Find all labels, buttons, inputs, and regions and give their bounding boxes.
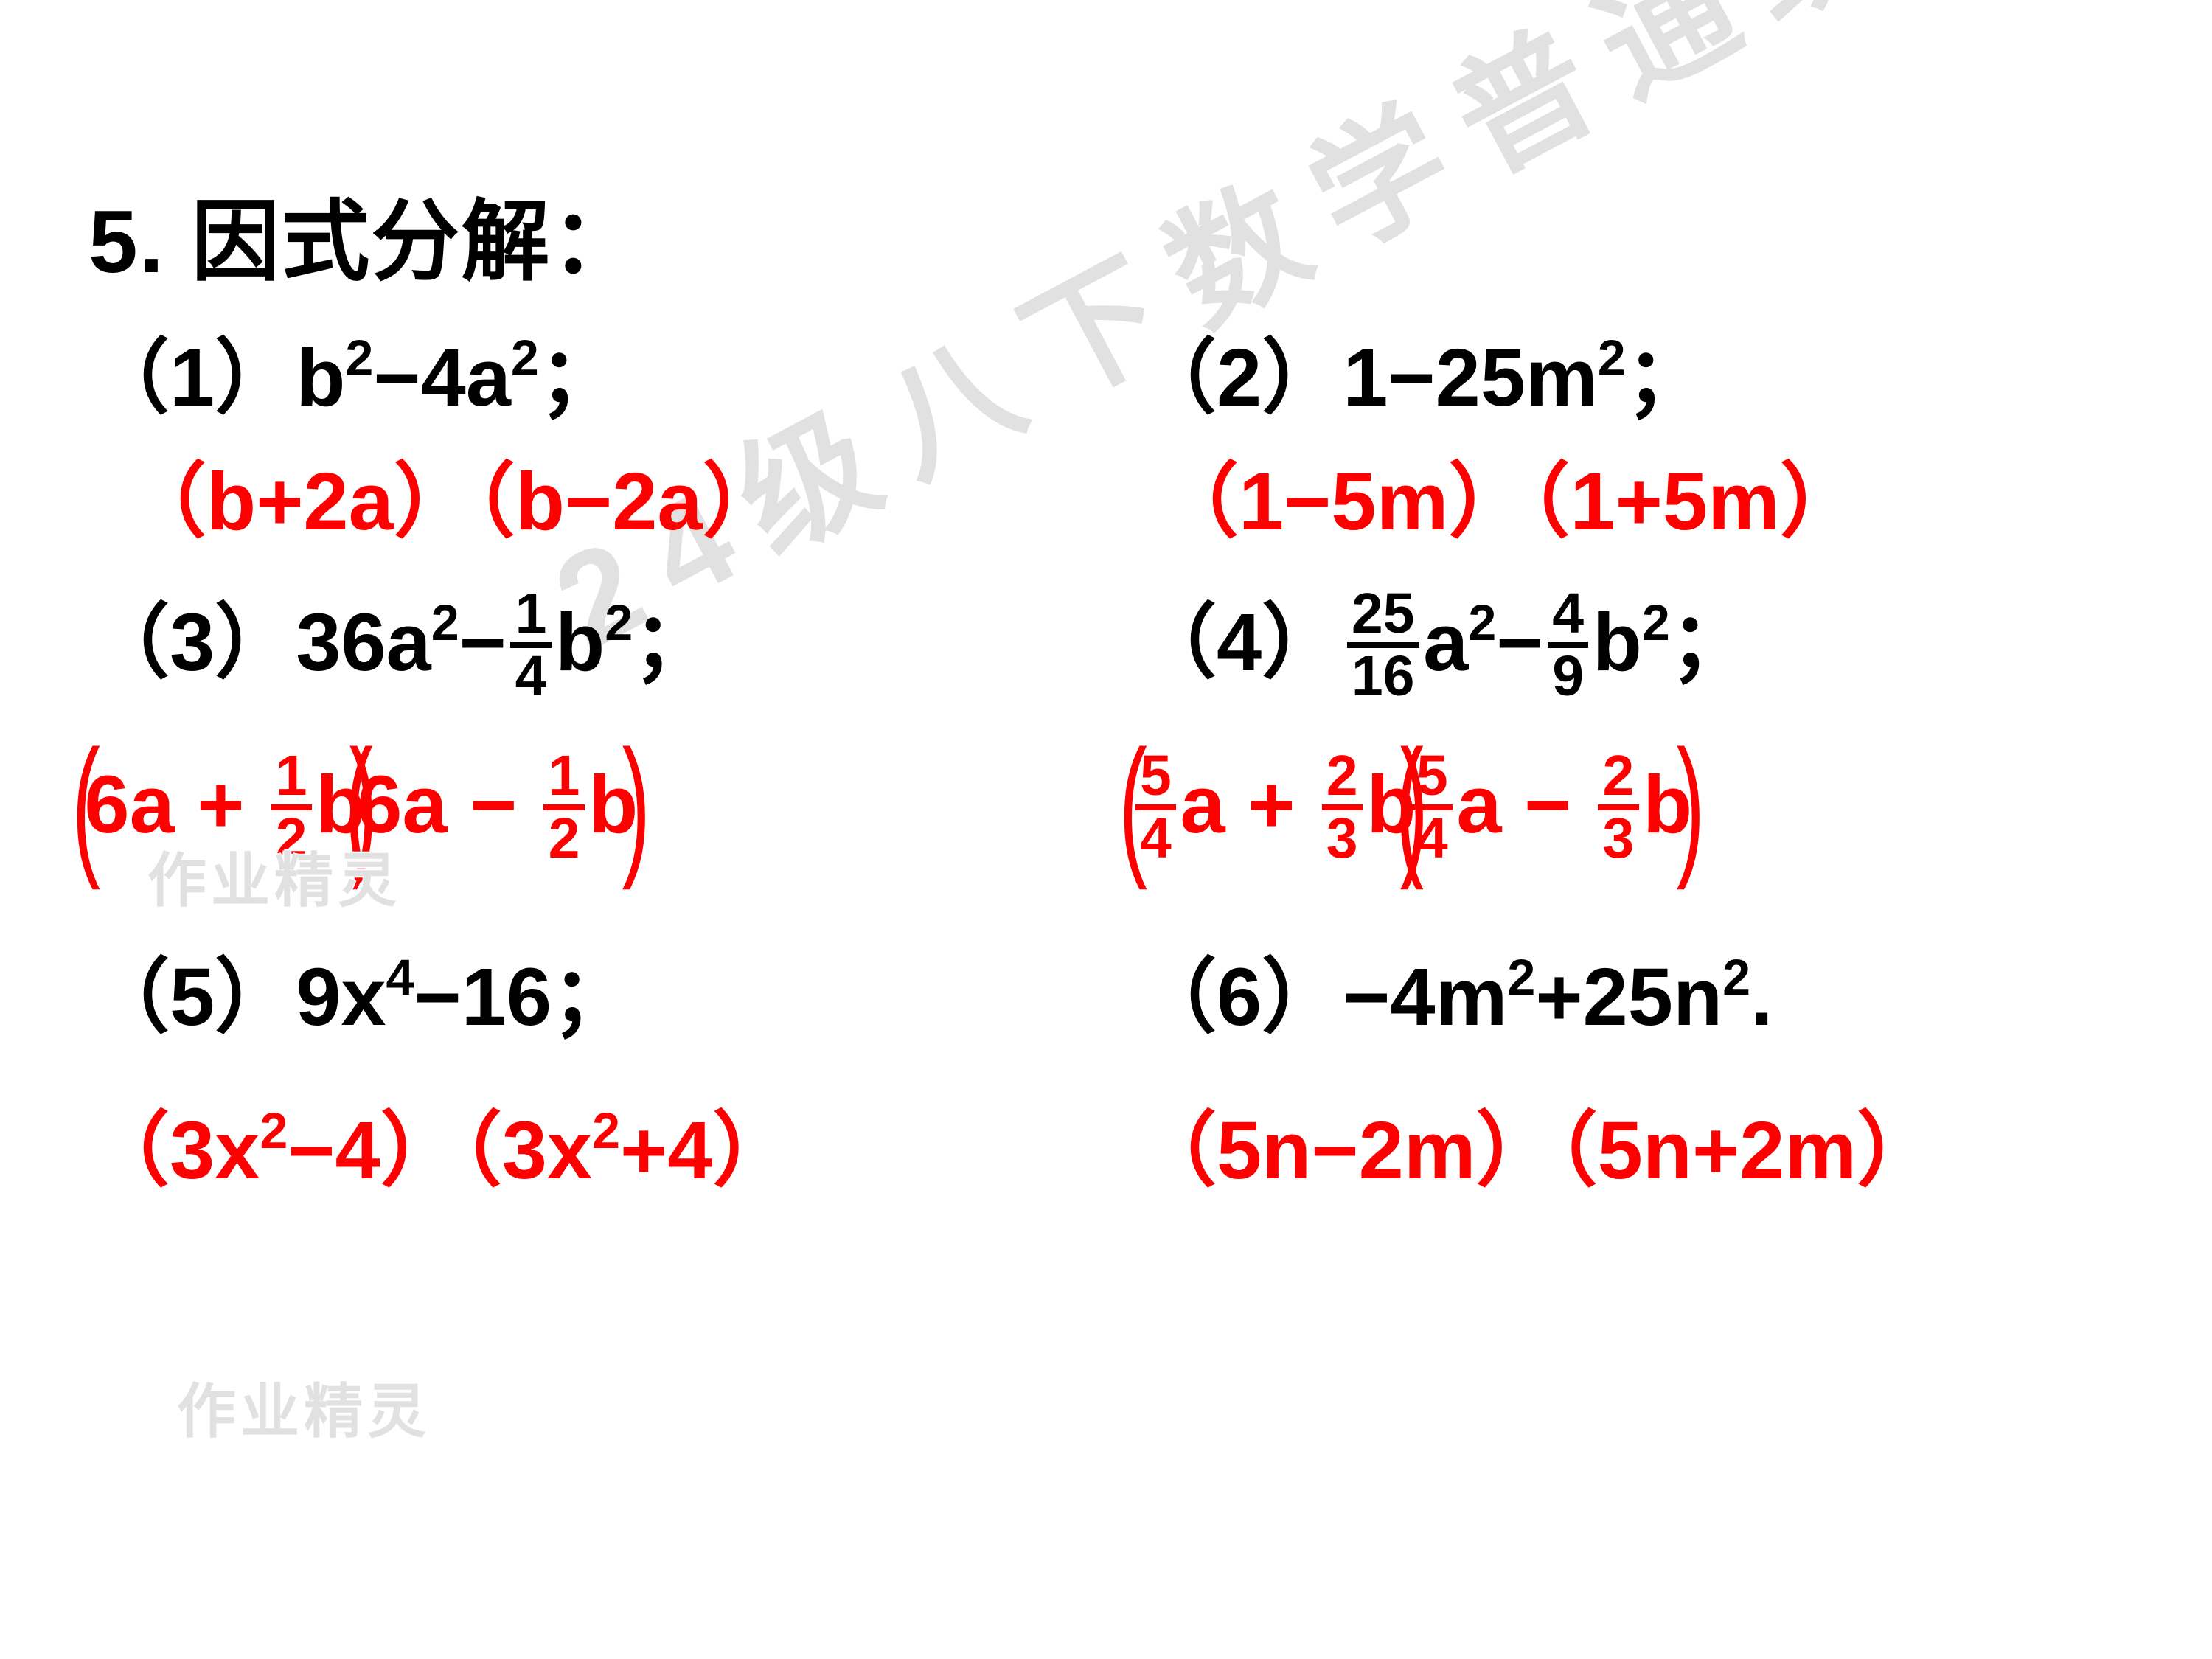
problem-6: （6）−4m2+25n2. <box>1135 947 2124 1048</box>
problem-5: （5）9x4−16； <box>88 947 1106 1048</box>
answer-4: (54a + 23b)(54a − 23b) <box>1135 742 2124 880</box>
problem-6-expr: −4m2+25n2. <box>1343 952 1773 1043</box>
problem-6-label: （6） <box>1135 952 1343 1043</box>
problem-2-expr: 1−25m2； <box>1343 333 1707 423</box>
problem-3-label: （3） <box>88 597 296 688</box>
problem-3: （3）36a2−14b2； <box>88 589 1106 709</box>
problem-2-label: （2） <box>1135 333 1343 423</box>
problem-4: （4）2516a2−49b2； <box>1135 589 2124 709</box>
answer-6: （5n−2m）（5n+2m） <box>1135 1100 2124 1202</box>
watermark-small-2: 作业精灵 <box>177 1364 431 1450</box>
problem-4-label: （4） <box>1135 597 1343 688</box>
problem-1: （1）b2−4a2； <box>88 327 1106 429</box>
answer-1: （b+2a）（b−2a） <box>88 451 1106 553</box>
problem-2: （2）1−25m2； <box>1135 327 2124 429</box>
problem-1-label: （1） <box>88 333 296 423</box>
worksheet-content: 5. 因式分解： （1）b2−4a2； （b+2a）（b−2a） （2）1−25… <box>88 170 2124 1201</box>
answer-3: (6a + 12b)(6a − 12b) <box>88 742 1106 880</box>
answer-2: （1−5m）（1+5m） <box>1135 451 2124 553</box>
problem-5-label: （5） <box>88 952 296 1043</box>
page-title: 5. 因式分解： <box>88 170 2124 298</box>
problem-5-expr: 9x4−16； <box>296 952 633 1043</box>
problem-3-expr: 36a2−14b2； <box>296 597 714 688</box>
problem-1-expr: b2−4a2； <box>296 333 620 423</box>
problem-4-expr: 2516a2−49b2； <box>1343 597 1751 688</box>
answer-5: （3x2−4）（3x2+4） <box>88 1100 1106 1202</box>
